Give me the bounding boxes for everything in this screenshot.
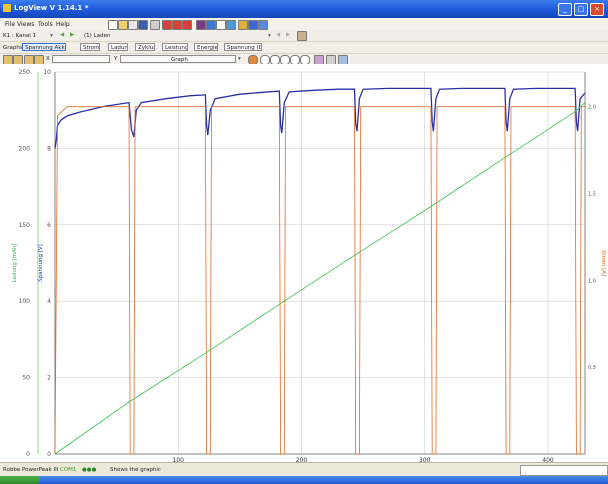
title-bar: LogView V 1.14.1 * _ □ × <box>0 0 608 18</box>
save-icon[interactable] <box>138 20 148 30</box>
close-button[interactable]: × <box>590 3 604 16</box>
start-button[interactable] <box>0 476 40 484</box>
x-tick-label: 300 <box>419 457 431 462</box>
x-tick-label: 100 <box>173 457 185 462</box>
next-session-icon[interactable]: ▶ <box>286 32 291 38</box>
charge-tick-label: 150 <box>19 222 31 229</box>
x-axis-label: X <box>46 56 50 62</box>
charge-tick-label: 250 <box>19 69 31 76</box>
voltage-tick-label: 8 <box>47 145 51 152</box>
maximize-button[interactable]: □ <box>574 3 588 16</box>
plot-area[interactable]: 100 200 300 400 0 50 100 150 200 250 0 2 4 6 8 10 0,5 1,0… <box>0 64 608 464</box>
port-label: COM1 <box>60 467 77 473</box>
progress-box <box>520 465 608 476</box>
voltage-tick-label: 4 <box>47 298 51 305</box>
menu-help[interactable]: Help <box>56 21 70 28</box>
menu-bar: File Views Tools Help <box>0 18 608 30</box>
help-icon[interactable] <box>248 20 258 30</box>
session-select[interactable]: (1) Laden <box>84 33 111 39</box>
y-axis-label: Y <box>114 56 118 62</box>
status-message: Shows the graphic <box>110 467 161 473</box>
current-tick-label: 0,5 <box>588 365 596 371</box>
open-folder-icon[interactable] <box>118 20 128 30</box>
current-axis-label: Strom [A] <box>600 250 606 276</box>
voltage-tick-label: 10 <box>43 69 51 76</box>
info-icon[interactable] <box>258 20 268 30</box>
graphs-toolbar: Graphs: Spannung Akku Strom Ladung Zyklu… <box>0 42 608 54</box>
x-axis-select[interactable] <box>52 55 110 63</box>
graphs-label: Graphs: <box>3 45 25 51</box>
charge-tick-label: 50 <box>22 375 30 382</box>
graph-cycle-toggle[interactable]: Zyklus <box>135 43 155 51</box>
status-bar: Robbe PowerPeak III COM1 ●●● Shows the g… <box>0 462 608 477</box>
graph-dropdown-icon[interactable]: ▾ <box>238 56 241 62</box>
graph-current-toggle[interactable]: Strom <box>80 43 100 51</box>
menu-views[interactable]: Views <box>17 21 35 28</box>
graph-charge-toggle[interactable]: Ladung <box>108 43 128 51</box>
channel-select[interactable]: K1 : Kanal 1 <box>3 33 36 39</box>
charge-axis-label: Ladung [mAh] <box>12 243 18 282</box>
current-series-line <box>54 106 585 455</box>
chart-icon-3[interactable] <box>182 20 192 30</box>
voltage-tick-label: 2 <box>47 375 51 382</box>
app-icon <box>3 4 11 12</box>
menu-tools[interactable]: Tools <box>38 21 53 28</box>
delete-session-icon[interactable] <box>297 31 307 41</box>
window-controls: _ □ × <box>558 3 604 16</box>
device-name: Robbe PowerPeak III <box>3 467 59 473</box>
dropdown-arrow-icon[interactable]: ▾ <box>50 33 53 39</box>
graph-energy-toggle[interactable]: Energie <box>194 43 218 51</box>
forward-arrow-icon[interactable]: ▶ <box>70 32 75 38</box>
taskbar <box>0 476 608 484</box>
session-dropdown-icon[interactable]: ▾ <box>268 33 271 39</box>
graph-voltage-toggle[interactable]: Spannung Akku <box>22 43 66 51</box>
status-icons: ●●● <box>82 467 97 473</box>
graph-voltage-dr-toggle[interactable]: Spannung (Dr) <box>224 43 262 51</box>
graph-select[interactable]: Graph <box>120 55 236 63</box>
back-arrow-icon[interactable]: ◀ <box>60 32 65 38</box>
current-tick-label: 1,0 <box>588 278 596 284</box>
chart-icon-1[interactable] <box>162 20 172 30</box>
menu-file[interactable]: File <box>5 21 16 28</box>
voltage-series-line <box>54 87 586 149</box>
channel-toolbar: K1 : Kanal 1 ▾ ◀ ▶ (1) Laden ▾ ◀ ▶ <box>0 30 608 42</box>
charge-tick-label: 100 <box>19 298 31 305</box>
x-tick-label: 200 <box>296 457 308 462</box>
new-file-icon[interactable] <box>108 20 118 30</box>
export-icon[interactable] <box>206 20 216 30</box>
minimize-button[interactable]: _ <box>558 3 572 16</box>
voltage-tick-label: 0 <box>47 451 51 458</box>
prev-session-icon[interactable]: ◀ <box>276 32 281 38</box>
charge-tick-label: 200 <box>19 145 31 152</box>
chart-svg[interactable]: 100 200 300 400 0 50 100 150 200 250 0 2 4 6 8 10 0,5 1,0… <box>0 64 608 464</box>
voltage-axis-label: Spannung [V] <box>38 244 44 282</box>
print-icon[interactable] <box>226 20 236 30</box>
chart-icon-2[interactable] <box>172 20 182 30</box>
charge-tick-label: 0 <box>26 451 30 458</box>
cut-icon[interactable] <box>150 20 160 30</box>
grid-icon[interactable] <box>216 20 226 30</box>
x-tick-label: 400 <box>542 457 554 462</box>
current-tick-label: 2,0 <box>588 105 596 111</box>
current-tick-label: 1,5 <box>588 192 596 198</box>
window-title: LogView V 1.14.1 * <box>14 4 89 12</box>
graph-power-toggle[interactable]: Leistung <box>162 43 188 51</box>
settings-icon[interactable] <box>238 20 248 30</box>
voltage-tick-label: 6 <box>47 222 51 229</box>
close-file-icon[interactable] <box>128 20 138 30</box>
charge-series-line <box>54 102 586 455</box>
table-icon[interactable] <box>196 20 206 30</box>
